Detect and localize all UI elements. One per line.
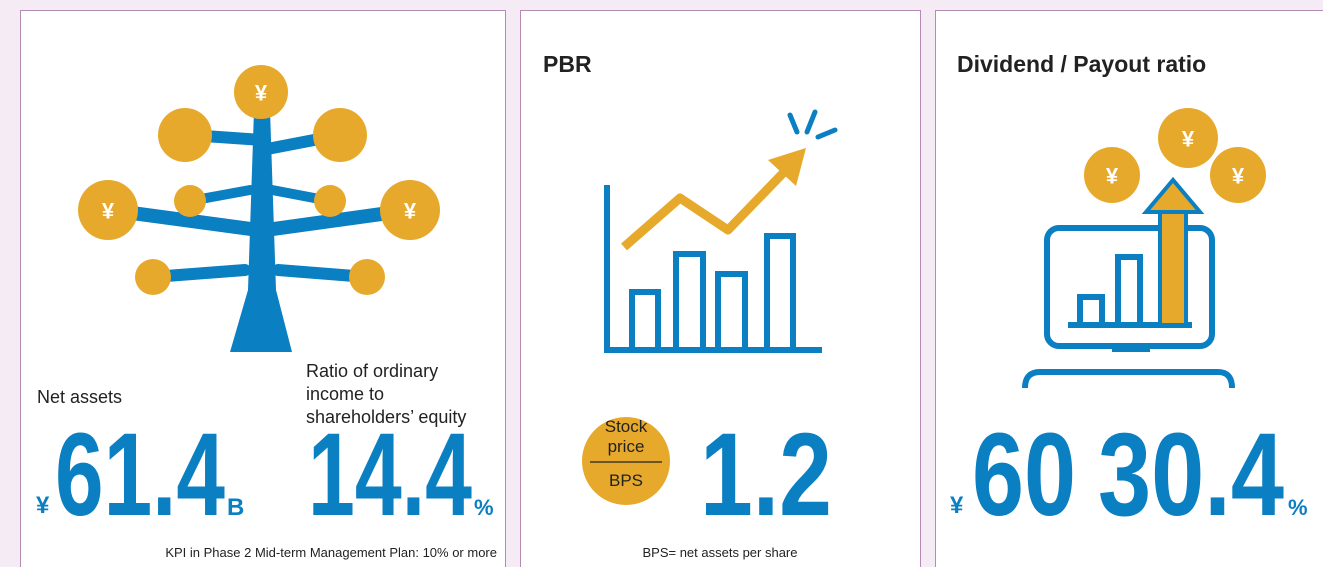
card-title: Dividend / Payout ratio [957, 51, 1206, 77]
metric-value: 61.4 [55, 409, 225, 541]
icon-symbol: ¥ [102, 199, 115, 224]
icon-symbol: ¥ [404, 199, 417, 224]
card-net-assets: ¥ ¥ ¥ Net assets Ratio of ordinary incom… [21, 11, 506, 567]
metric-label: Ratio of ordinary [306, 361, 438, 381]
metric-value: 1.2 [700, 409, 832, 541]
icon-symbol: ¥ [1182, 127, 1195, 152]
suffix: % [474, 495, 494, 520]
metric-label: Net assets [37, 387, 122, 407]
metric-value: 30.4 [1098, 409, 1284, 541]
suffix: B [227, 494, 244, 521]
numerator: Stock [605, 417, 648, 436]
denominator: BPS [609, 471, 643, 490]
metric-value: 60 [972, 409, 1076, 541]
icon-symbol: ¥ [1232, 164, 1245, 189]
prefix: ¥ [36, 492, 50, 519]
footnote: BPS= net assets per share [642, 545, 797, 560]
suffix: % [1288, 495, 1308, 520]
numerator: price [608, 437, 645, 456]
page: ¥ ¥ ¥ Net assets Ratio of ordinary incom… [0, 0, 1323, 567]
card-dividend: Dividend / Payout ratio ¥ ¥ ¥ ¥ 60 30.4 … [936, 11, 1323, 567]
icon-symbol: ¥ [255, 81, 268, 106]
icon-symbol: ¥ [1106, 164, 1119, 189]
metric-label: income to [306, 384, 384, 404]
metric-value: 14.4 [308, 409, 472, 541]
prefix: ¥ [950, 492, 964, 519]
formula: Stock price BPS [582, 417, 670, 505]
footnote: KPI in Phase 2 Mid-term Management Plan:… [165, 545, 497, 560]
card-title: PBR [543, 51, 592, 77]
card-pbr: PBR Stock price BPS 1.2 BPS= net assets … [521, 11, 921, 567]
